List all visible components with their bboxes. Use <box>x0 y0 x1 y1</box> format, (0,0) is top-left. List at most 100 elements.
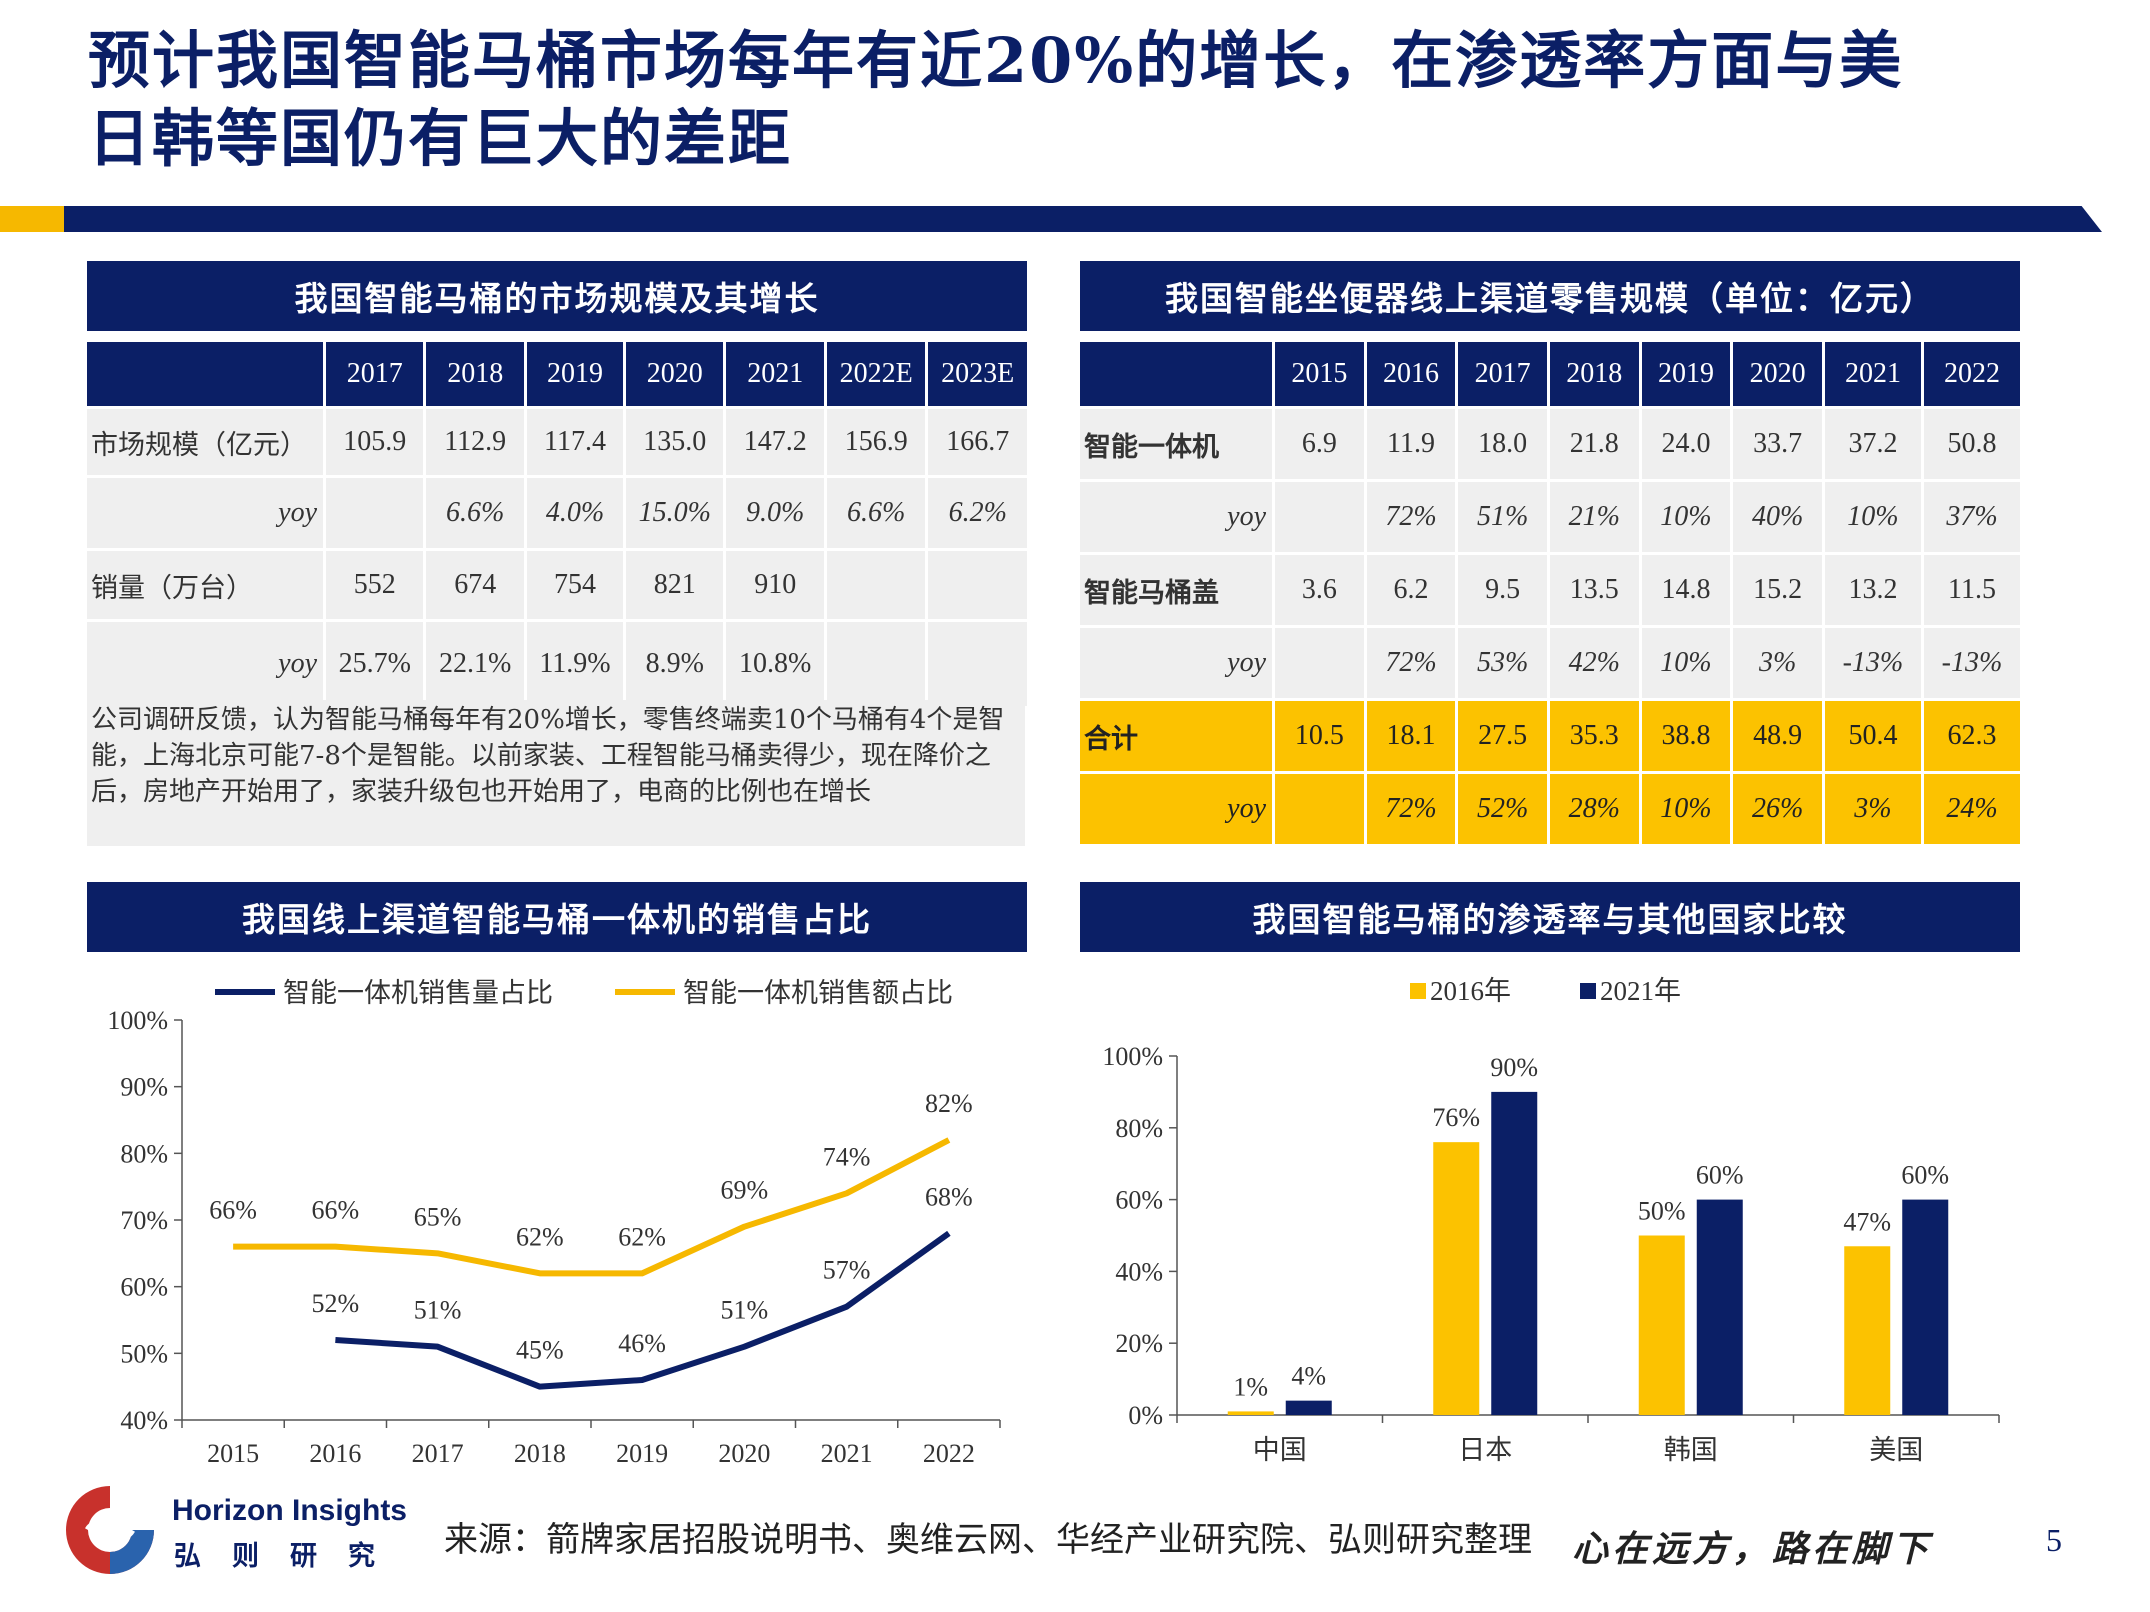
table-cell: 821 <box>626 551 724 619</box>
brand-name-cn: 弘则研究 <box>174 1541 406 1572</box>
table-cell: 37% <box>1923 482 2020 552</box>
bar <box>1433 1142 1480 1415</box>
table-cell: 52% <box>1458 774 1547 844</box>
column-header: 2022 <box>1923 342 2020 406</box>
data-label: 76% <box>1432 1103 1480 1132</box>
slogan: 心在远方，路在脚下 <box>1572 1528 1933 1570</box>
table-cell: 10% <box>1641 482 1731 552</box>
row-label: 市场规模（亿元） <box>87 409 323 475</box>
table-cell: -13% <box>1923 628 2020 698</box>
table-cell: 10% <box>1641 774 1731 844</box>
data-label: 90% <box>1490 1053 1538 1082</box>
table-cell: 9.5 <box>1458 555 1547 625</box>
table-cell: 11.5 <box>1923 555 2020 625</box>
horizon-insights-logo-icon <box>66 1486 154 1574</box>
table-cell: 910 <box>726 551 824 619</box>
legend-label: 2021年 <box>1600 976 1681 1006</box>
x-tick-label: 2016 <box>309 1439 361 1468</box>
data-label: 50% <box>1638 1197 1686 1226</box>
table-cell: 24.0 <box>1641 409 1731 479</box>
table-cell: 6.2% <box>928 478 1027 548</box>
table-cell: 72% <box>1366 628 1456 698</box>
table-cell <box>1275 482 1364 552</box>
table-cell: 50.4 <box>1824 701 1921 771</box>
y-tick-label: 100% <box>107 1006 168 1035</box>
online-retail-table: 2015 2016 2017 2018 2019 2020 2021 2022 … <box>1077 339 2023 847</box>
y-tick-label: 50% <box>120 1339 168 1368</box>
table-cell: 117.4 <box>526 409 624 475</box>
table-cell: 3.6 <box>1275 555 1364 625</box>
legend-label: 智能一体机销售额占比 <box>683 978 953 1008</box>
column-header: 2021 <box>726 342 824 406</box>
table-cell: 72% <box>1366 482 1456 552</box>
table-corner <box>87 342 323 406</box>
table-cell: 10.5 <box>1275 701 1364 771</box>
page-number: 5 <box>2046 1522 2062 1558</box>
table-cell: 9.0% <box>726 478 824 548</box>
table-row: yoy 6.6% 4.0% 15.0% 9.0% 6.6% 6.2% <box>87 478 1027 548</box>
panel-penetration-header: 我国智能马桶的渗透率与其他国家比较 <box>1080 882 2020 952</box>
table-cell <box>928 551 1027 619</box>
table-cell: 754 <box>526 551 624 619</box>
table-cell: 50.8 <box>1923 409 2020 479</box>
column-header: 2015 <box>1275 342 1364 406</box>
row-label: yoy <box>1080 628 1272 698</box>
table-cell: 72% <box>1366 774 1456 844</box>
table-cell: 18.0 <box>1458 409 1547 479</box>
table-cell: 37.2 <box>1824 409 1921 479</box>
y-tick-label: 40% <box>1115 1257 1163 1286</box>
table-row: 市场规模（亿元） 105.9 112.9 117.4 135.0 147.2 1… <box>87 409 1027 475</box>
data-label: 1% <box>1233 1372 1268 1401</box>
table-cell: 8.9% <box>626 622 724 706</box>
data-label: 68% <box>925 1182 973 1211</box>
data-label: 51% <box>414 1296 462 1325</box>
row-label: 销量（万台） <box>87 551 323 619</box>
table-cell: 552 <box>326 551 424 619</box>
data-label: 46% <box>618 1329 666 1358</box>
bar <box>1227 1411 1274 1415</box>
source-note: 来源：箭牌家居招股说明书、奥维云网、华经产业研究院、弘则研究整理 <box>444 1520 1532 1560</box>
table-cell: 3% <box>1733 628 1822 698</box>
bar <box>1285 1400 1332 1415</box>
table-cell: 21% <box>1549 482 1639 552</box>
column-header: 2017 <box>1458 342 1547 406</box>
x-tick-label: 2022 <box>923 1439 975 1468</box>
table-cell: 62.3 <box>1923 701 2020 771</box>
x-tick-label: 2020 <box>718 1439 770 1468</box>
data-label: 66% <box>209 1196 257 1225</box>
title-accent-navy <box>64 206 2102 232</box>
panel-online-share-header: 我国线上渠道智能马桶一体机的销售占比 <box>87 882 1027 952</box>
y-tick-label: 60% <box>1115 1186 1163 1215</box>
table-cell <box>1275 774 1364 844</box>
row-label: 合计 <box>1080 701 1272 771</box>
table-cell: 53% <box>1458 628 1547 698</box>
data-label: 82% <box>925 1089 973 1118</box>
x-tick-label: 2021 <box>821 1439 873 1468</box>
y-tick-label: 0% <box>1128 1401 1163 1430</box>
table-cell: 3% <box>1824 774 1921 844</box>
row-label: yoy <box>1080 774 1272 844</box>
table-row: 销量（万台） 552 674 754 821 910 <box>87 551 1027 619</box>
data-label: 52% <box>312 1289 360 1318</box>
data-label: 60% <box>1696 1161 1744 1190</box>
table-cell: 48.9 <box>1733 701 1822 771</box>
table-cell <box>826 622 926 706</box>
bar <box>1638 1235 1685 1415</box>
table-cell: 28% <box>1549 774 1639 844</box>
y-tick-label: 70% <box>120 1206 168 1235</box>
column-header: 2020 <box>626 342 724 406</box>
column-header: 2020 <box>1733 342 1822 406</box>
column-header: 2019 <box>1641 342 1731 406</box>
table-row-total-yoy: yoy 72% 52% 28% 10% 26% 3% 24% <box>1080 774 2020 844</box>
column-header: 2016 <box>1366 342 1456 406</box>
table-cell: 40% <box>1733 482 1822 552</box>
table-cell: 156.9 <box>826 409 926 475</box>
table-row: yoy 72% 53% 42% 10% 3% -13% -13% <box>1080 628 2020 698</box>
row-label: yoy <box>1080 482 1272 552</box>
data-label: 74% <box>823 1142 871 1171</box>
table-row: 智能一体机 6.9 11.9 18.0 21.8 24.0 33.7 37.2 … <box>1080 409 2020 479</box>
x-tick-label: 2015 <box>207 1439 259 1468</box>
table-cell: 15.0% <box>626 478 724 548</box>
table-cell: -13% <box>1824 628 1921 698</box>
x-tick-label: 美国 <box>1869 1435 1923 1465</box>
